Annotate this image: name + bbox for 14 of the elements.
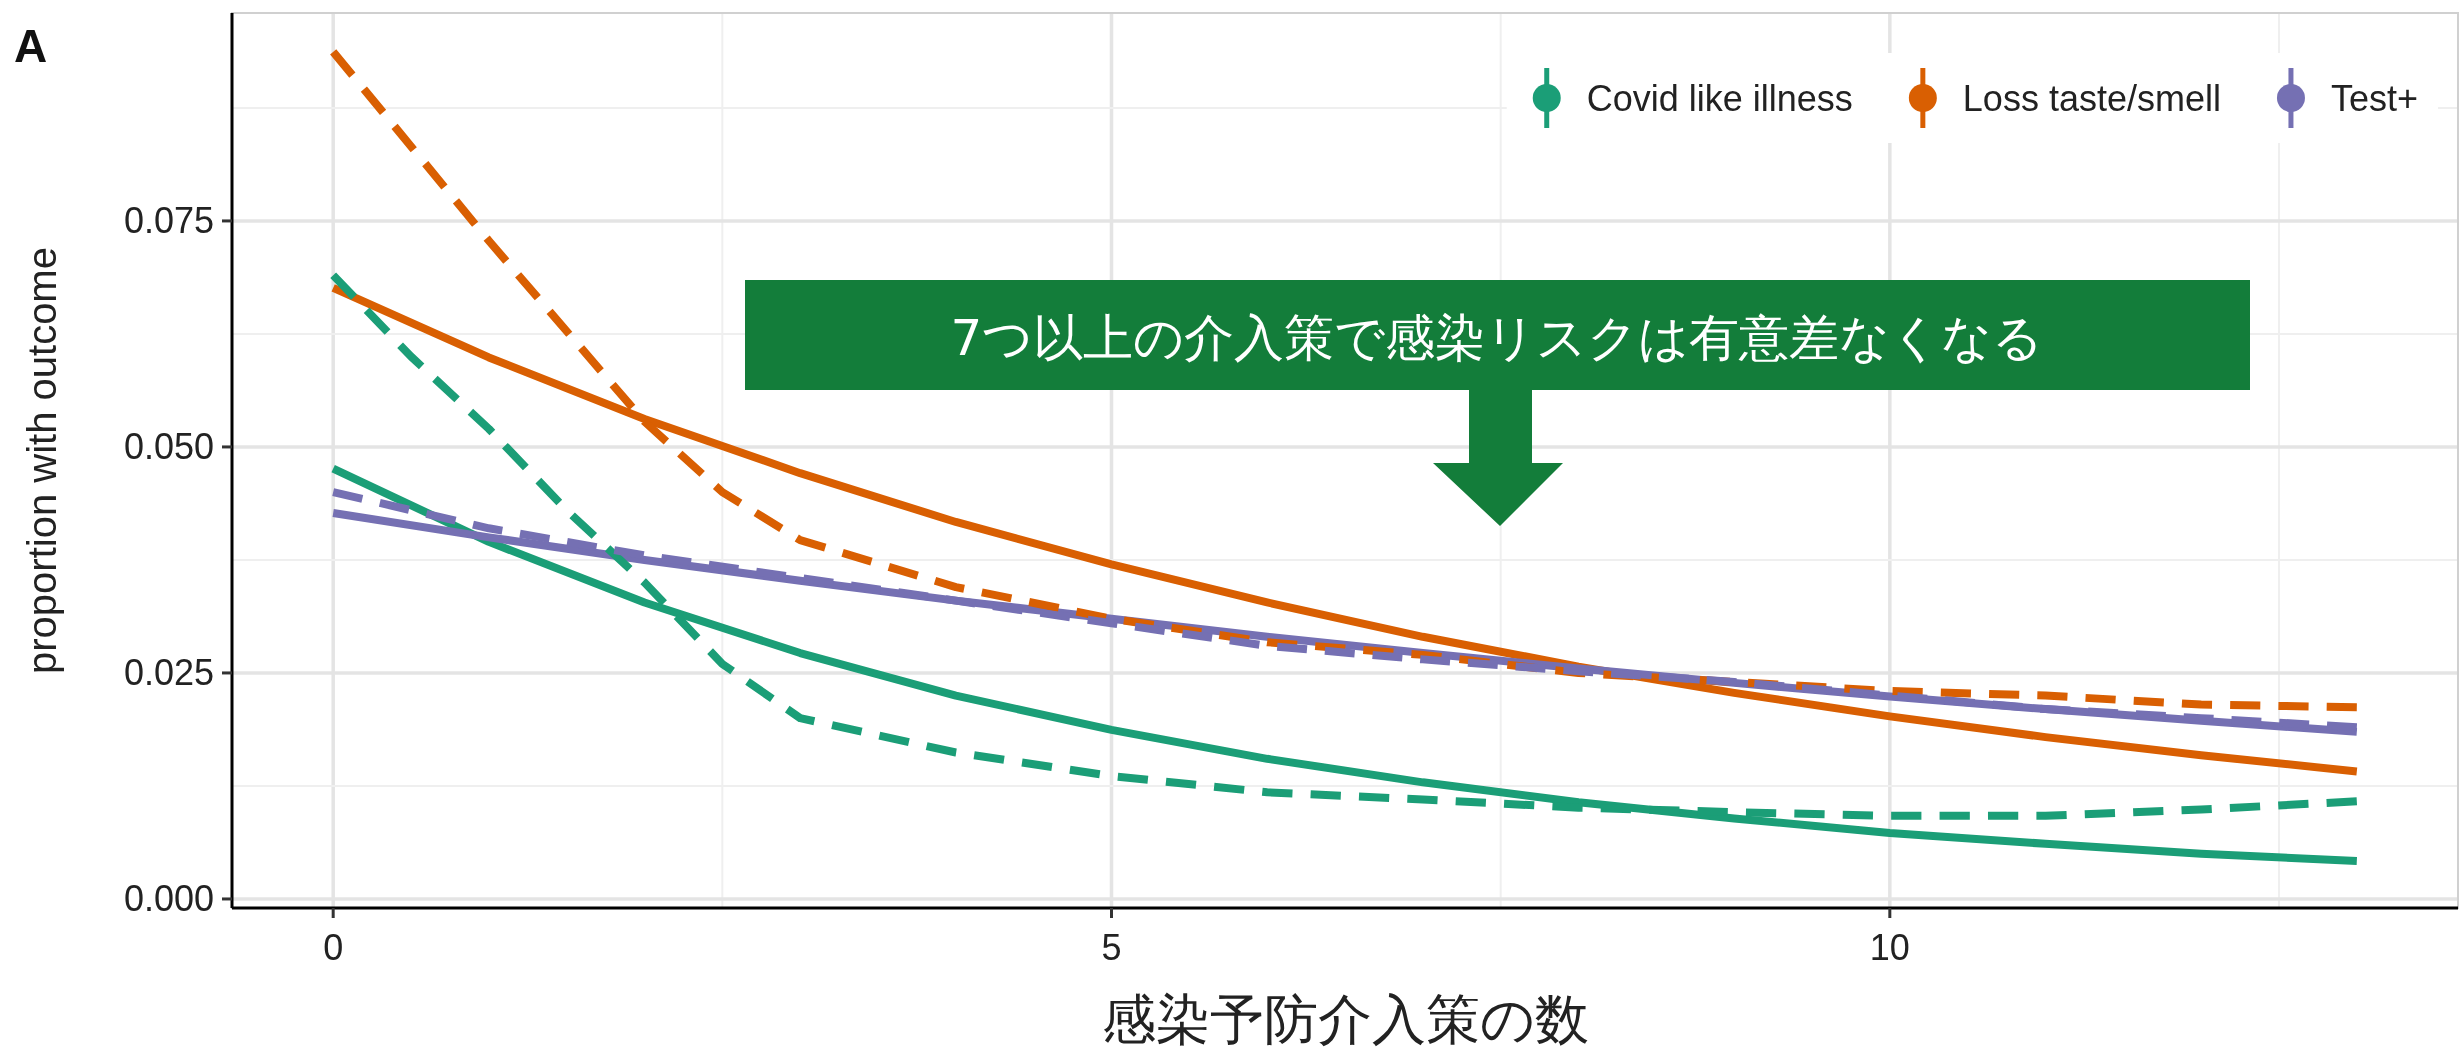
y-tick-label: 0.025 <box>123 651 214 693</box>
y-tick-label: 0.050 <box>123 425 214 467</box>
x-tick-label: 0 <box>323 927 344 968</box>
x-tick-label: 5 <box>1101 927 1122 968</box>
y-axis-title: proportion with outcome <box>20 247 64 674</box>
legend-label: Covid like illness <box>1586 78 1853 119</box>
x-tick-label: 10 <box>1869 927 1910 968</box>
annotation: 7つ以上の介入策で感染リスクは有意差なくなる <box>950 309 2044 367</box>
x-axis-title: 感染予防介入策の数 <box>1101 988 1589 1051</box>
legend-label: Test+ <box>2330 78 2418 119</box>
y-tick-label: 0.075 <box>123 199 214 241</box>
legend-label: Loss taste/smell <box>1962 78 2221 119</box>
y-tick-label: 0.000 <box>123 877 214 919</box>
chart-title: A <box>14 20 48 72</box>
